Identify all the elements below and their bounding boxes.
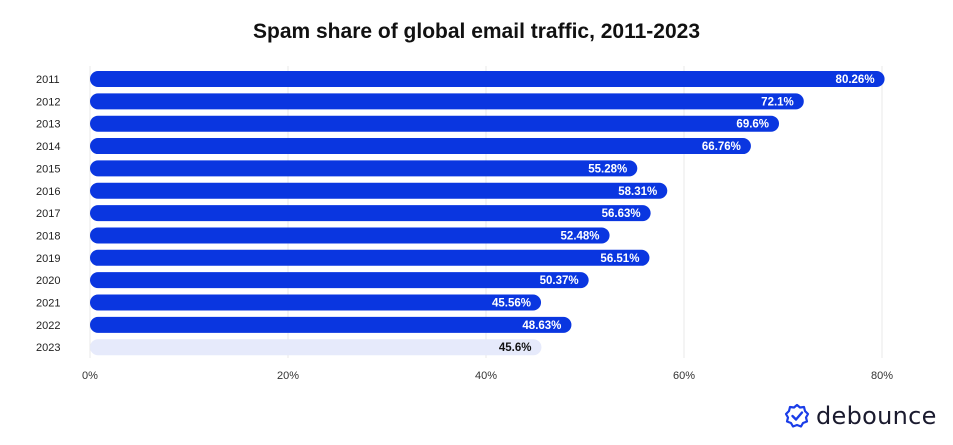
category-label: 2011 <box>36 74 60 86</box>
bar <box>90 339 542 356</box>
x-tick-label: 80% <box>871 370 893 382</box>
bar-value-label: 56.63% <box>602 208 641 220</box>
bar-value-label: 80.26% <box>836 74 875 86</box>
category-label: 2022 <box>36 320 60 332</box>
category-label: 2018 <box>36 230 60 242</box>
category-labels: 2011 2012 2013 2014 2015 2016 2017 2018 2019 2020… <box>36 74 60 354</box>
bar <box>90 205 651 222</box>
bar <box>90 249 650 266</box>
x-tick-label: 40% <box>475 370 497 382</box>
bar <box>90 272 589 289</box>
bars: 80.26% 72.1% 69.6% 66.76% 55.28% 58.31% 56.63%… <box>90 71 885 356</box>
category-label: 2019 <box>36 253 60 265</box>
bar <box>90 160 638 177</box>
bar <box>90 294 542 311</box>
category-label: 2015 <box>36 163 60 175</box>
x-axis-ticks: 0% 20% 40% 60% 80% <box>82 370 893 382</box>
brand-name: debounce <box>816 402 937 430</box>
category-label: 2023 <box>36 342 60 354</box>
category-label: 2021 <box>36 298 60 310</box>
category-label: 2013 <box>36 119 60 131</box>
bar-value-label: 50.37% <box>540 275 579 287</box>
bar <box>90 227 610 244</box>
bar-value-label: 48.63% <box>522 320 561 332</box>
bar-value-label: 45.56% <box>492 298 531 310</box>
brand-logo: debounce <box>784 402 937 430</box>
bar-value-label: 69.6% <box>736 119 769 131</box>
bar <box>90 316 572 333</box>
bar <box>90 71 885 87</box>
category-label: 2016 <box>36 186 60 198</box>
x-tick-label: 0% <box>82 370 98 382</box>
bar-value-label: 56.51% <box>600 253 639 265</box>
bar-value-label: 58.31% <box>618 186 657 198</box>
category-label: 2017 <box>36 208 60 220</box>
bar-value-label: 72.1% <box>761 96 794 108</box>
bar <box>90 93 804 110</box>
category-label: 2020 <box>36 275 60 287</box>
check-badge-icon <box>784 403 810 428</box>
bar-value-label: 55.28% <box>588 163 627 175</box>
category-label: 2012 <box>36 96 60 108</box>
x-tick-label: 20% <box>277 370 299 382</box>
bar-value-label: 66.76% <box>702 141 741 153</box>
x-tick-label: 60% <box>673 370 695 382</box>
chart-title: Spam share of global email traffic, 2011… <box>252 20 701 43</box>
bar-chart: 80.26% 72.1% 69.6% 66.76% 55.28% 58.31% 56.63%… <box>36 66 893 382</box>
bar-value-label: 45.6% <box>499 342 532 354</box>
category-label: 2014 <box>36 141 60 153</box>
bar-value-label: 52.48% <box>561 230 600 242</box>
bar <box>90 138 751 155</box>
bar <box>90 182 668 199</box>
bar <box>90 115 780 132</box>
